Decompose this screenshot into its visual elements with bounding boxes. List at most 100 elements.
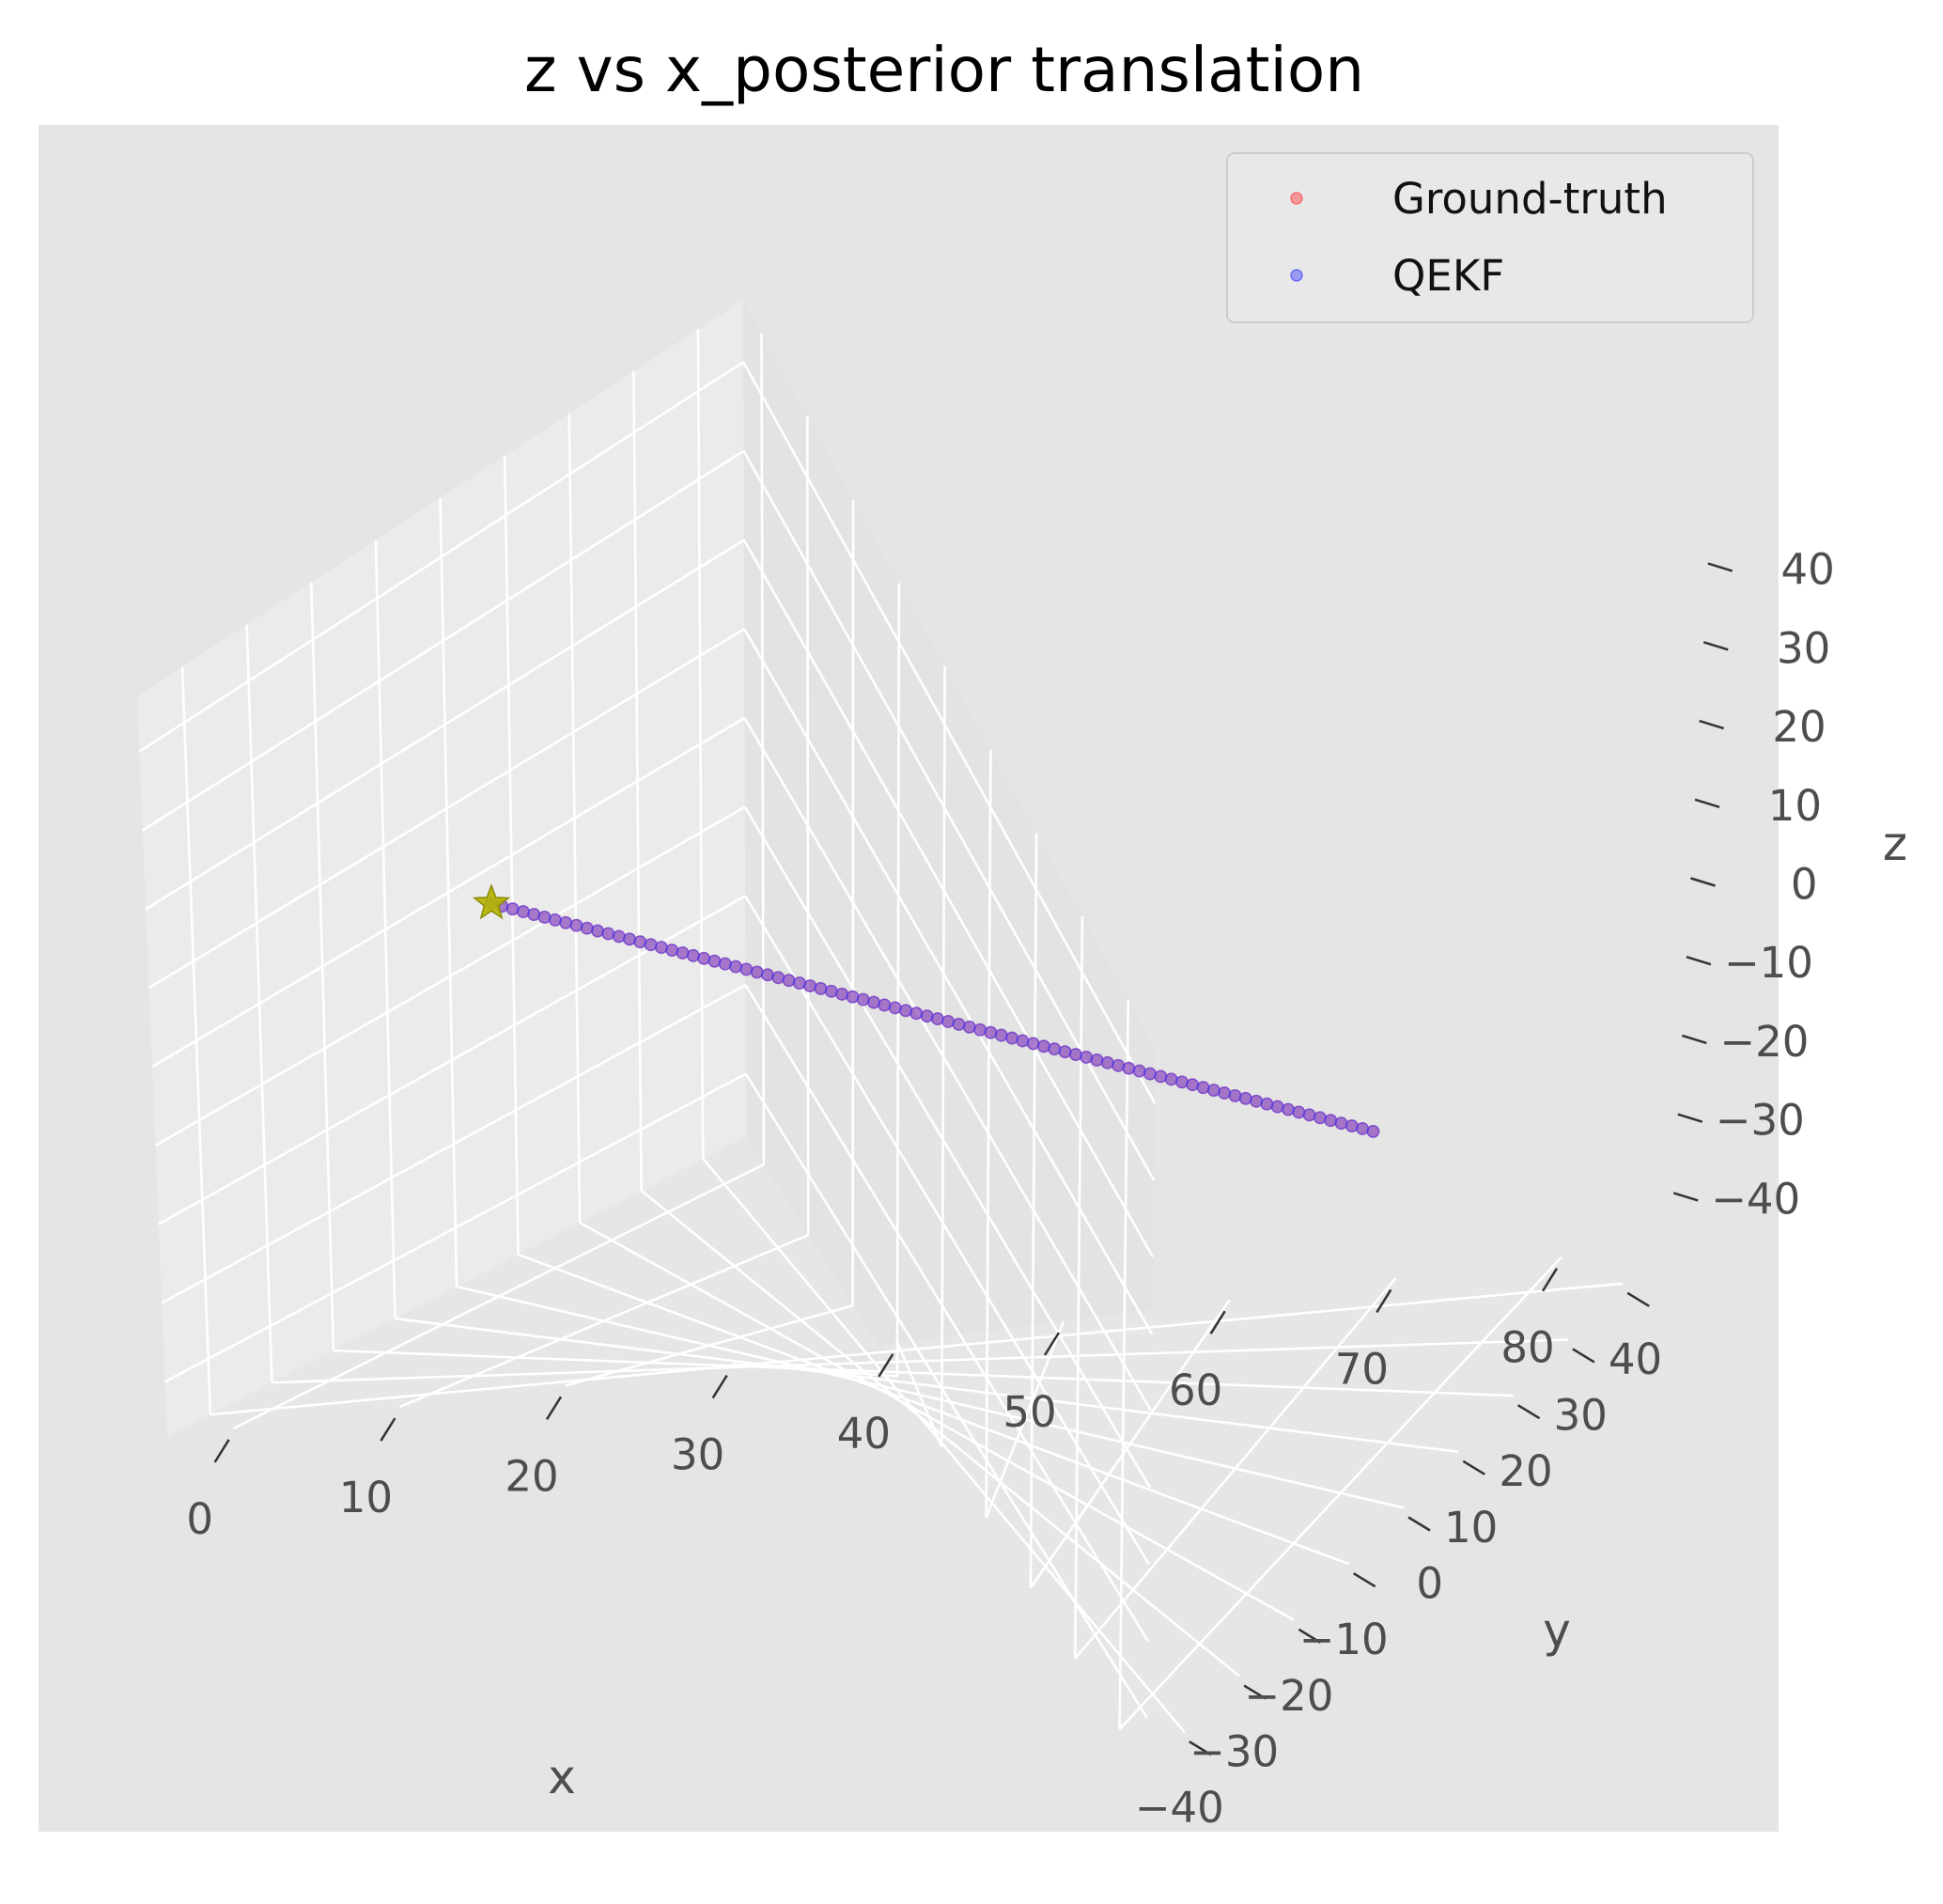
legend-label-qekf: QEKF (1392, 251, 1504, 301)
y-axis-tick-label: −40 (1135, 1783, 1224, 1833)
x-axis-tick-label: 40 (837, 1409, 891, 1459)
data-point-qekf (1260, 1097, 1274, 1111)
data-point-qekf (739, 962, 754, 976)
z-axis-tick-label: −10 (1724, 938, 1813, 988)
z-axis-tick (1702, 641, 1729, 651)
tick-labels: 0 10 20 30 40 50 60 70 80−40−30−20−10010203040−4… (186, 545, 1834, 1834)
data-point-qekf (1100, 1055, 1114, 1069)
data-point-qekf (1122, 1061, 1136, 1075)
data-point-qekf (761, 968, 774, 982)
z-axis-tick-label: 30 (1777, 623, 1830, 673)
x-axis-tick (213, 1439, 230, 1463)
data-point-qekf (1345, 1119, 1359, 1133)
data-point-qekf (909, 1007, 924, 1021)
data-point-qekf (973, 1022, 987, 1037)
data-point-qekf (803, 979, 817, 992)
z-axis-tick-label: 20 (1772, 702, 1826, 752)
data-point-qekf (665, 944, 679, 957)
z-axis-tick-label: 40 (1781, 545, 1835, 595)
gridline-z-side (154, 805, 746, 1147)
grid-lines (138, 329, 1624, 1734)
gridline-z-side (148, 628, 745, 990)
x-axis-tick-label: 20 (505, 1451, 558, 1501)
data-point-qekf (941, 1015, 956, 1028)
pane-yz (137, 300, 746, 1437)
data-point-qekf (1111, 1058, 1126, 1072)
data-point-qekf (1206, 1084, 1220, 1098)
data-point-qekf (559, 915, 573, 929)
data-point-qekf (1238, 1091, 1252, 1105)
x-axis-tick-label: 30 (671, 1430, 724, 1480)
gridline-y-floor (395, 1317, 1459, 1454)
data-point-qekf (930, 1012, 944, 1026)
y-axis-tick (1353, 1572, 1376, 1588)
gridline-z-back (743, 806, 1152, 1489)
gridline-y-floor (579, 1221, 1296, 1621)
y-axis-tick (1298, 1628, 1322, 1644)
gridline-z-side (158, 895, 746, 1225)
gridline-y-floor (518, 1253, 1350, 1566)
z-axis-tick (1672, 1192, 1699, 1202)
gridline-y-floor (456, 1285, 1405, 1509)
legend: Ground-truth QEKF (1226, 152, 1754, 323)
y-axis-tick-label: 20 (1499, 1446, 1552, 1496)
y-axis-tick-label: −20 (1244, 1671, 1333, 1721)
gridline-z-side (151, 716, 746, 1069)
z-axis-tick (1694, 798, 1720, 808)
data-point-qekf (1196, 1081, 1210, 1095)
gridline-y-floor (333, 1349, 1514, 1397)
z-axis-tick (1690, 877, 1716, 887)
x-axis-tick (1376, 1288, 1392, 1314)
data-point-qekf (686, 948, 700, 962)
x-axis-tick (1209, 1310, 1226, 1334)
data-point-qekf (516, 905, 530, 919)
data-point-qekf (1270, 1100, 1284, 1114)
data-point-qekf (962, 1020, 976, 1034)
gridline-y-floor (640, 1189, 1240, 1678)
data-point-qekf (612, 929, 626, 944)
gridline-z-side (161, 983, 747, 1304)
y-axis-tick-label: −30 (1189, 1727, 1279, 1777)
data-point-qekf (707, 954, 722, 968)
legend-marker-qekf (1290, 269, 1303, 282)
data-point-qekf (676, 945, 690, 960)
data-point-qekf (1080, 1051, 1094, 1064)
gridline-z-side (138, 361, 744, 753)
data-point-qekf (994, 1028, 1008, 1042)
gridline-z-back (744, 895, 1150, 1566)
gridline-z-side (145, 538, 745, 911)
data-point-qekf (1090, 1053, 1104, 1067)
data-point-qekf (1143, 1067, 1157, 1081)
y-axis-tick (1189, 1740, 1212, 1756)
data-point-qekf (1334, 1116, 1348, 1131)
z-axis-tick-label: −40 (1711, 1174, 1800, 1224)
data-point-qekf (1356, 1122, 1370, 1135)
data-point-qekf (771, 971, 785, 985)
data-points (485, 897, 1380, 1138)
data-point-qekf (654, 941, 668, 955)
start-marker (472, 883, 511, 920)
data-point-qekf (569, 918, 583, 932)
chart-title: z vs x_posterior translation (524, 34, 1364, 106)
gridline-z-back (742, 450, 1156, 1181)
y-axis-tick-label: 30 (1554, 1390, 1608, 1440)
x-axis-label: x (548, 1750, 576, 1804)
data-point-qekf (1186, 1078, 1200, 1092)
y-axis-tick (1243, 1684, 1267, 1700)
gridline-z-back (744, 984, 1149, 1642)
data-point-qekf (878, 998, 892, 1012)
z-axis-label: z (1883, 817, 1907, 871)
gridline-y-floor (702, 1157, 1186, 1734)
data-point-qekf (1132, 1064, 1146, 1078)
legend-label-ground-truth: Ground-truth (1392, 174, 1668, 224)
y-axis-tick (1407, 1516, 1431, 1532)
x-axis-tick (1541, 1268, 1559, 1292)
z-axis-tick (1707, 562, 1733, 572)
x-axis-tick-label: 60 (1169, 1366, 1222, 1415)
z-axis-tick (1686, 956, 1712, 966)
data-point-qekf (1324, 1114, 1338, 1128)
y-axis-tick (1516, 1404, 1541, 1420)
data-point-qekf (1154, 1069, 1168, 1084)
data-point-qekf (591, 924, 605, 938)
y-axis-tick (1572, 1348, 1595, 1364)
